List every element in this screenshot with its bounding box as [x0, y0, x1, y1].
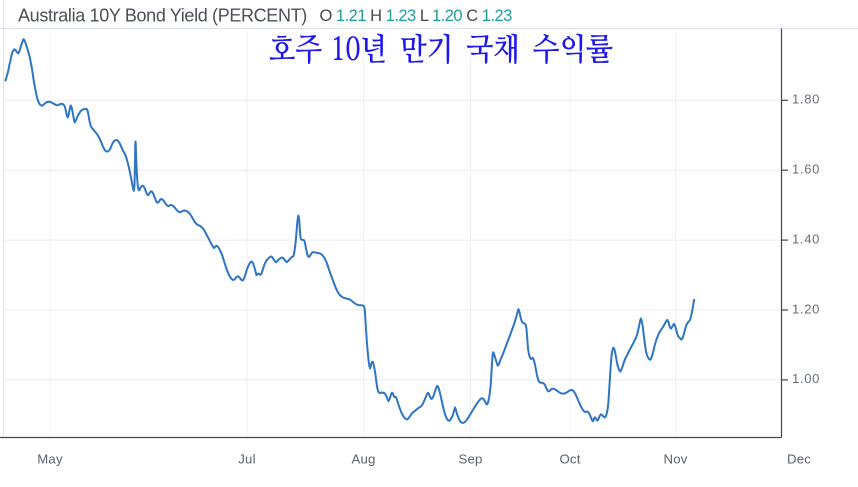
svg-text:Aug: Aug: [351, 452, 375, 467]
svg-text:1.60: 1.60: [792, 162, 820, 177]
svg-text:May: May: [37, 452, 63, 467]
svg-text:Australia 10Y Bond Yield (PERC: Australia 10Y Bond Yield (PERCENT): [18, 6, 307, 26]
svg-text:1.00: 1.00: [792, 371, 820, 386]
svg-text:O 1.21 H 1.23 L 1.20 C 1.23: O 1.21 H 1.23 L 1.20 C 1.23: [320, 7, 513, 25]
svg-text:1.20: 1.20: [792, 301, 820, 316]
svg-text:Sep: Sep: [458, 452, 482, 467]
svg-text:Oct: Oct: [559, 452, 580, 467]
svg-text:Jul: Jul: [238, 452, 255, 467]
svg-text:Dec: Dec: [787, 452, 811, 467]
svg-text:Nov: Nov: [663, 452, 687, 467]
svg-text:1.40: 1.40: [792, 231, 820, 246]
svg-text:1.80: 1.80: [792, 92, 820, 107]
